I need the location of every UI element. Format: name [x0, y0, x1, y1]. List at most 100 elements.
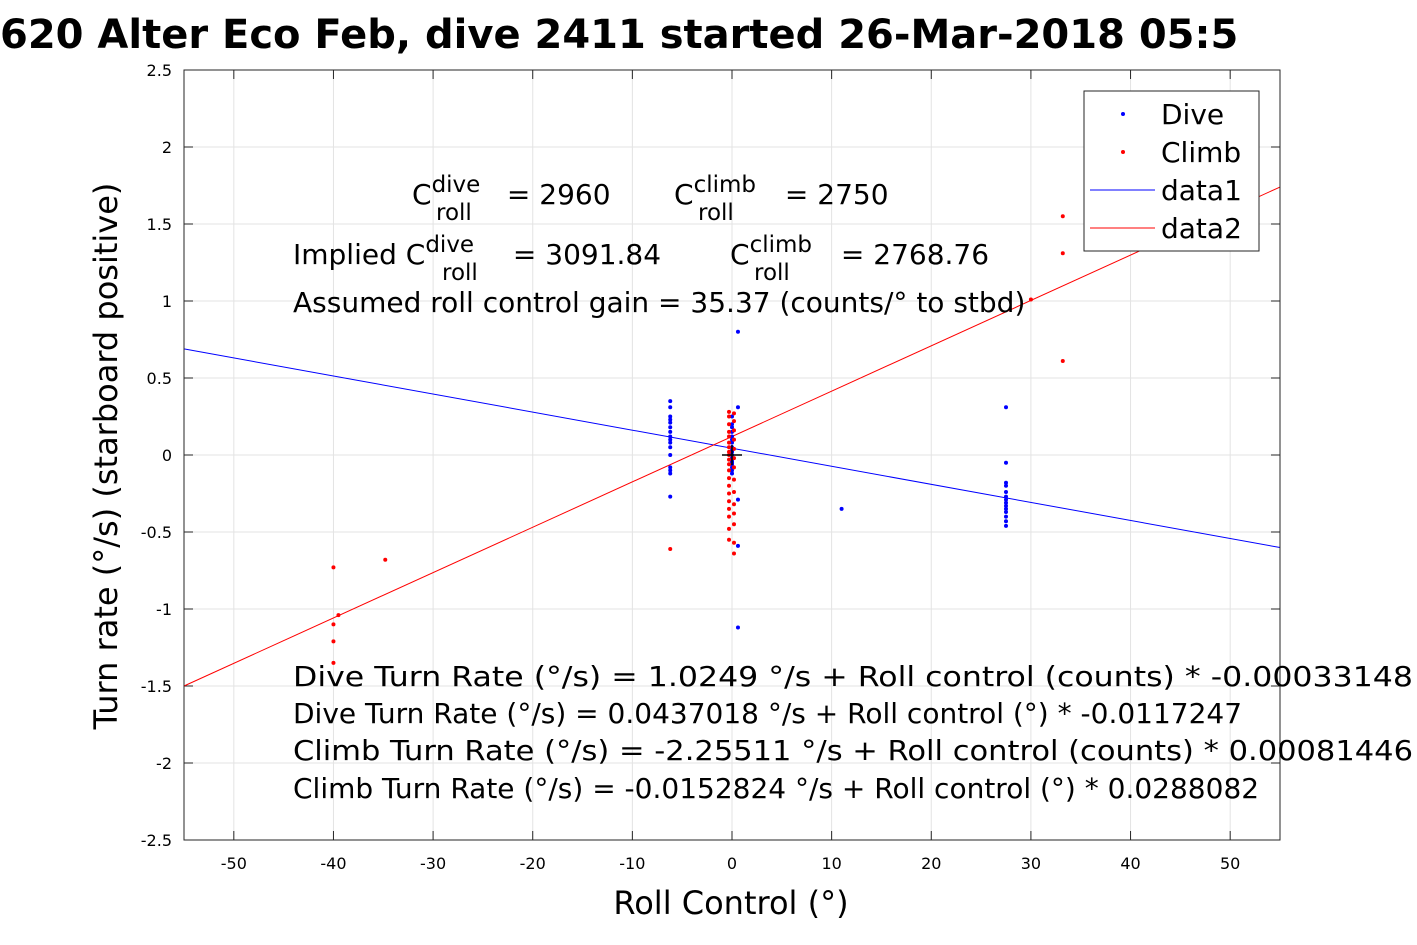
- dive-point: [1004, 494, 1008, 499]
- x-tick-label: 20: [921, 854, 941, 873]
- climb-point: [727, 414, 732, 419]
- dive-point: [735, 543, 740, 548]
- dive-point: [668, 399, 673, 404]
- annotation-value: = 2768.76: [832, 238, 989, 271]
- y-tick-label: 0: [162, 446, 172, 465]
- climb-point: [331, 660, 336, 665]
- climb-point: [727, 462, 732, 467]
- climb-point: [727, 476, 732, 481]
- legend-box: [1083, 90, 1260, 252]
- dive-point: [668, 468, 673, 473]
- annotation-superscript: dive: [425, 232, 474, 258]
- dive-point: [839, 506, 844, 511]
- annotation-implied-climb: Cclimb roll = 2768.76: [730, 232, 989, 286]
- climb-point: [1060, 359, 1065, 364]
- dive-point: [730, 468, 734, 473]
- x-tick-label: 30: [1021, 854, 1041, 873]
- climb-point: [727, 491, 732, 496]
- y-tick-label: 1: [162, 292, 172, 311]
- legend-label-climb: Climb: [1161, 136, 1241, 169]
- climb-point: [731, 489, 736, 494]
- climb-point: [727, 468, 732, 473]
- annotation-c-roll-climb: Cclimb roll = 2750: [674, 172, 889, 226]
- climb-point: [727, 514, 732, 519]
- dive-point: [730, 471, 734, 476]
- annotation-subscript: roll: [436, 200, 472, 226]
- annotation-symbol: C: [730, 238, 750, 271]
- dive-point: [1004, 480, 1008, 485]
- dive-point: [668, 414, 673, 419]
- dive-point: [1004, 497, 1008, 502]
- dive-point: [1004, 519, 1008, 524]
- dive-point: [730, 434, 734, 439]
- dive-point: [668, 417, 673, 422]
- plot-frame: [183, 69, 1281, 841]
- x-tick-label: 40: [1120, 854, 1140, 873]
- annotation-symbol: C: [674, 178, 694, 211]
- x-tick-label: -50: [221, 854, 247, 873]
- y-tick-label: -2.5: [141, 831, 172, 850]
- origin-marker: [722, 445, 742, 465]
- dive-point: [730, 422, 734, 427]
- dive-point: [668, 445, 673, 450]
- chart-title: 620 Alter Eco Feb, dive 2411 started 26-…: [0, 12, 1238, 58]
- climb-point: [727, 422, 732, 427]
- climb-point: [336, 613, 341, 618]
- dive-point: [668, 494, 673, 499]
- climb-point: [727, 409, 732, 414]
- climb-point: [727, 457, 732, 462]
- annotation-symbol: Implied C: [293, 238, 425, 271]
- dive-point: [735, 329, 740, 334]
- climb-point: [668, 546, 673, 551]
- y-tick-label: 0.5: [147, 369, 172, 388]
- annotation-eq-dive-degrees: Dive Turn Rate (°/s) = 0.0437018 °/s + R…: [293, 697, 1242, 730]
- dive-point: [668, 420, 673, 425]
- climb-point: [383, 557, 388, 562]
- climb-point: [731, 411, 736, 416]
- legend: Dive Climb data1 data2: [1083, 90, 1260, 252]
- y-tick-label: -1.5: [141, 677, 172, 696]
- dive-point: [735, 405, 740, 410]
- annotations: Cdive roll = 2960 Cclimb roll = 2750 Impli…: [293, 172, 1413, 805]
- y-tick-label: -2: [156, 754, 172, 773]
- dive-point: [668, 405, 673, 410]
- legend-label-data2: data2: [1161, 212, 1242, 245]
- dive-point: [1004, 483, 1008, 488]
- climb-point: [731, 419, 736, 424]
- dive-point: [668, 465, 673, 470]
- climb-point: [1060, 214, 1065, 219]
- annotation-subscript: roll: [442, 260, 478, 286]
- dive-point: [1004, 460, 1008, 465]
- dive-point: [1004, 489, 1008, 494]
- legend-label-dive: Dive: [1161, 98, 1224, 131]
- annotation-value: = 3091.84: [504, 238, 661, 271]
- dive-point: [1004, 523, 1008, 528]
- climb-point: [727, 506, 732, 511]
- climb-point: [731, 540, 736, 545]
- x-tick-label: 50: [1220, 854, 1240, 873]
- x-tick-label: -10: [619, 854, 645, 873]
- climb-point: [331, 622, 336, 627]
- climb-point: [731, 502, 736, 507]
- annotation-eq-climb-degrees: Climb Turn Rate (°/s) = -0.0152824 °/s +…: [293, 772, 1259, 805]
- annotation-superscript: climb: [750, 232, 812, 258]
- x-tick-label: 10: [821, 854, 841, 873]
- climb-point: [731, 522, 736, 527]
- dive-point: [730, 440, 734, 445]
- climb-point: [731, 437, 736, 442]
- x-tick-label: -30: [420, 854, 446, 873]
- climb-point: [731, 551, 736, 556]
- dive-point: [730, 425, 734, 430]
- legend-swatch-climb: [1121, 150, 1125, 154]
- climb-point: [727, 440, 732, 445]
- dive-point: [668, 437, 673, 442]
- dive-point: [668, 453, 673, 457]
- climb-point: [727, 499, 732, 504]
- climb-point: [731, 446, 736, 451]
- climb-point: [731, 511, 736, 516]
- annotation-subscript: roll: [754, 260, 790, 286]
- annotation-eq-climb-counts: Climb Turn Rate (°/s) = -2.25511 °/s + R…: [293, 734, 1413, 767]
- annotation-gain: Assumed roll control gain = 35.37 (count…: [293, 286, 1025, 319]
- annotation-implied-dive: Implied Cdive roll = 3091.84: [293, 232, 661, 286]
